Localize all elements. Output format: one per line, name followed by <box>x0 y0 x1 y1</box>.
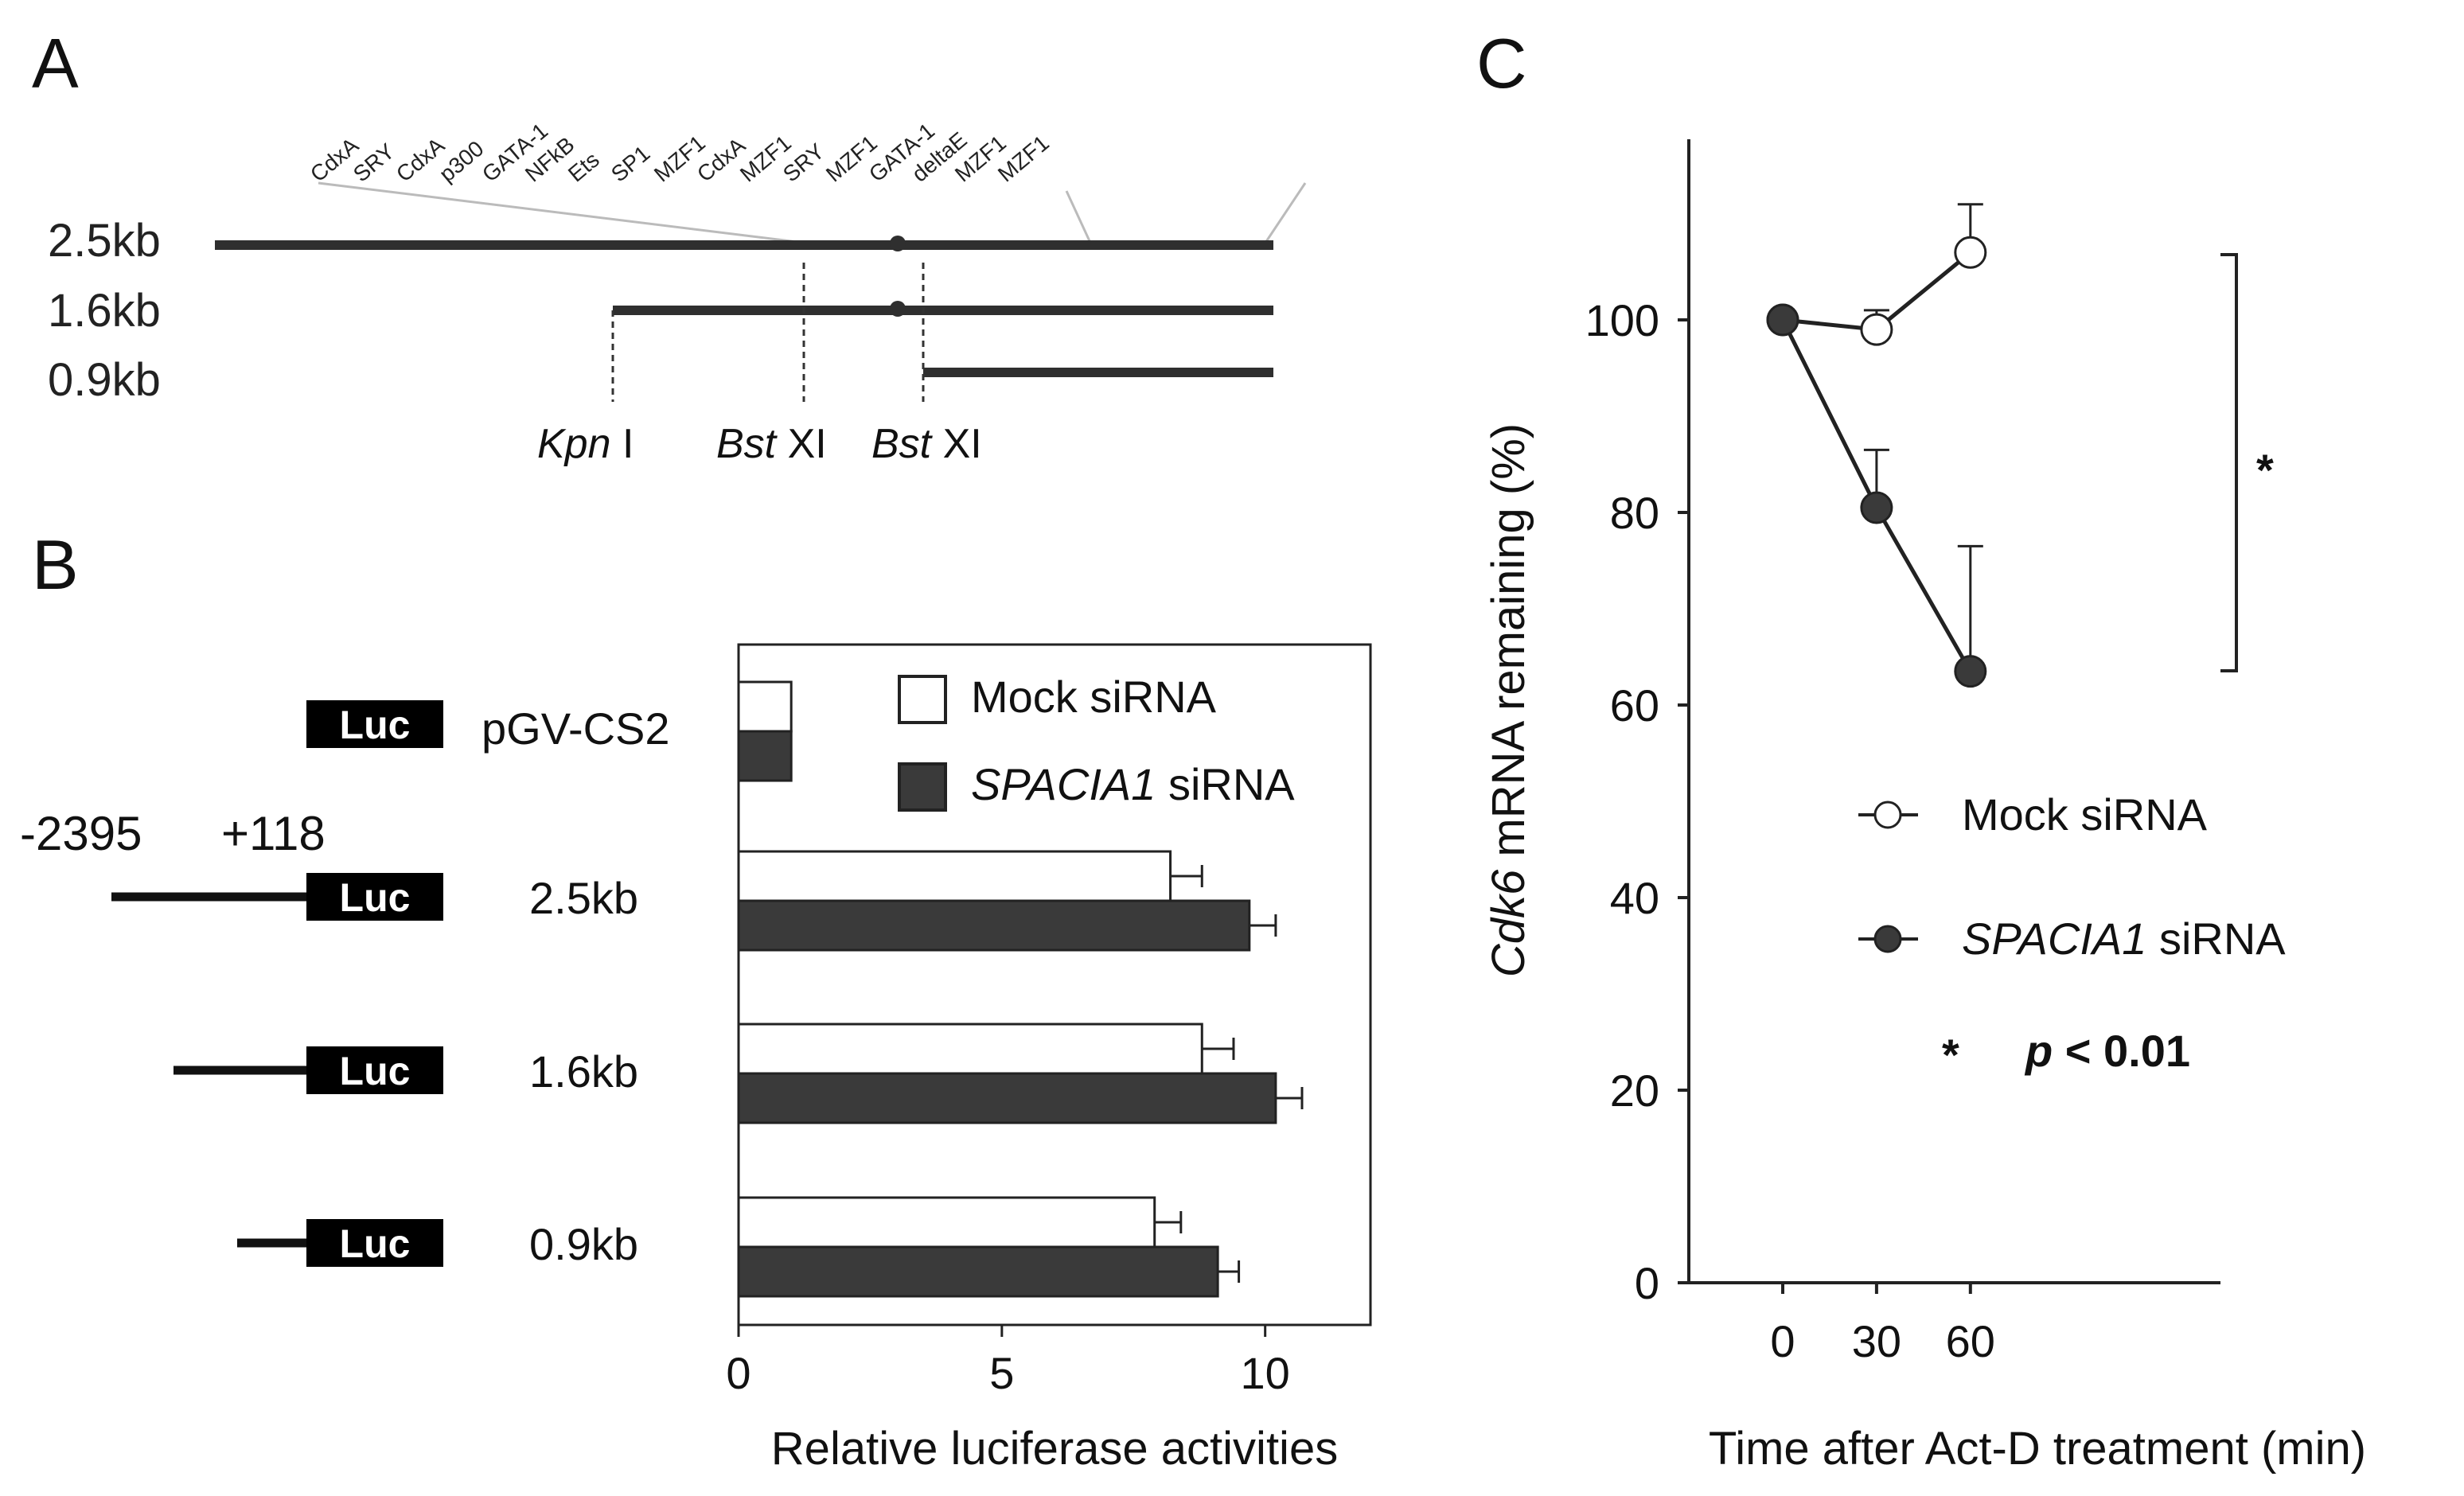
site-label: CdxA <box>306 133 364 187</box>
luc-label-1-6kb: Luc <box>340 1049 411 1093</box>
luc-label-2-5kb: Luc <box>340 875 411 920</box>
marker-spacia1-0 <box>1766 303 1799 337</box>
row-label-0-9kb: 0.9kb <box>48 354 161 406</box>
bar-chart: 0 5 10 Relative luciferase activities Mock… <box>726 643 1372 1475</box>
bar-mock-2 <box>737 1023 1203 1075</box>
construct-label-2-5kb: 2.5kb <box>529 873 638 923</box>
coord-left: -2395 <box>20 807 142 860</box>
line-y-ticks: 0 20 40 60 80 100 <box>1585 295 1689 1308</box>
luc-box-0-9kb: Luc <box>306 1219 443 1267</box>
luc-box-2-5kb: Luc <box>306 873 443 921</box>
line-y-tick-label: 0 <box>1635 1258 1659 1308</box>
line-legend-mock-label: Mock siRNA <box>1962 789 2208 840</box>
bar-legend-swatch-mock <box>898 675 947 724</box>
coord-right: +118 <box>221 807 326 860</box>
site-fan-line-left <box>318 181 805 244</box>
line-chart: 0 20 40 60 80 100 0 30 60 Cdk6 mRNA remaining (… <box>1483 139 2366 1475</box>
luc-box-1-6kb: Luc <box>306 1046 443 1094</box>
marker-spacia1-2 <box>1954 655 1987 688</box>
site-dot-2-5kb <box>890 236 906 251</box>
line-legend-mock-marker <box>1873 801 1902 829</box>
line-legend-spacia1-label: SPACIA1 siRNA <box>1962 914 2286 964</box>
line-y-tick-label: 100 <box>1585 295 1659 345</box>
bar-spacia1-3 <box>737 1245 1219 1298</box>
line-legend-spacia1-marker <box>1873 925 1902 953</box>
line-x-tick-label: 0 <box>1770 1316 1795 1366</box>
site-label: p300 <box>435 136 489 187</box>
significance-note-mark: * <box>1942 1030 1959 1080</box>
construct-label-1-6kb: 1.6kb <box>529 1046 638 1097</box>
marker-mock-2 <box>1954 236 1987 269</box>
bar-spacia1-0 <box>737 730 793 782</box>
line-x-tick-label: 60 <box>1946 1316 1995 1366</box>
construct-label-pgv: pGV-CS2 <box>481 703 670 754</box>
significance-note-text: p < 0.01 <box>2024 1026 2190 1076</box>
bar-legend-spacia1-label: SPACIA1 siRNA <box>971 759 1295 809</box>
line-y-tick-label: 20 <box>1610 1066 1659 1116</box>
line-x-ticks: 0 30 60 <box>1770 1283 1995 1366</box>
significance-bracket <box>2220 253 2238 672</box>
luc-box-pgv: Luc <box>306 700 443 748</box>
bar-mock-0 <box>737 680 793 733</box>
line-x-axis-title: Time after Act-D treatment (min) <box>1709 1423 2366 1475</box>
bar-marks <box>737 680 1304 1298</box>
bar-x-ticks: 0 5 10 <box>726 1325 1290 1398</box>
bar-mock-1 <box>737 850 1172 902</box>
line-y-tick-label: 80 <box>1610 488 1659 538</box>
marker-spacia1-1 <box>1860 491 1893 524</box>
marker-mock-1 <box>1860 313 1893 346</box>
site-label: SP1 <box>606 141 654 187</box>
site-fan-line-right <box>1264 182 1307 243</box>
bar-x-tick-label: 5 <box>989 1348 1014 1398</box>
panel-label-c: C <box>1476 24 1527 103</box>
bar-x-tick-label: 0 <box>726 1348 751 1398</box>
significance-bracket-mark: * <box>2256 445 2274 495</box>
bar-chart-frame <box>737 643 1372 1327</box>
site-fan-line-mid <box>1065 190 1092 243</box>
enzyme-label-bst-1: Bst XI <box>716 421 827 467</box>
bar-x-axis-title: Relative luciferase activities <box>771 1423 1338 1475</box>
row-label-2-5kb: 2.5kb <box>48 215 161 267</box>
panel-label-a: A <box>32 24 79 103</box>
line-marks <box>1766 203 1987 688</box>
luc-label-pgv: Luc <box>340 703 411 747</box>
site-dot-1-6kb <box>890 301 906 317</box>
line-y-tick-label: 40 <box>1610 873 1659 923</box>
row-label-1-6kb: 1.6kb <box>48 285 161 337</box>
line-y-axis-title: Cdk6 mRNA remaining (%) <box>1483 423 1534 977</box>
bar-mock-3 <box>737 1196 1156 1249</box>
bar-legend-swatch-spacia1 <box>898 762 947 812</box>
panel-label-b: B <box>32 525 79 604</box>
site-label: CdxA <box>392 133 450 187</box>
construct-label-0-9kb: 0.9kb <box>529 1219 638 1269</box>
enzyme-label-kpn: Kpn I <box>537 421 634 467</box>
bar-spacia1-1 <box>737 899 1251 952</box>
line-x-tick-label: 30 <box>1852 1316 1901 1366</box>
panel-b-constructs: -2395 +118 Luc Luc Luc Luc pGV-CS2 2.5kb… <box>20 700 670 1269</box>
bar-spacia1-2 <box>737 1072 1277 1124</box>
enzyme-label-bst-2: Bst XI <box>871 421 982 467</box>
site-label: MZF1 <box>993 131 1054 187</box>
bar-x-tick-label: 10 <box>1241 1348 1290 1398</box>
line-y-tick-label: 60 <box>1610 680 1659 730</box>
panel-a-promoter-map: 2.5kb 1.6kb 0.9kb CdxASRYCdxAp300GATA-1N… <box>48 119 1307 467</box>
bar-legend-mock-label: Mock siRNA <box>971 672 1217 722</box>
luc-label-0-9kb: Luc <box>340 1221 411 1266</box>
